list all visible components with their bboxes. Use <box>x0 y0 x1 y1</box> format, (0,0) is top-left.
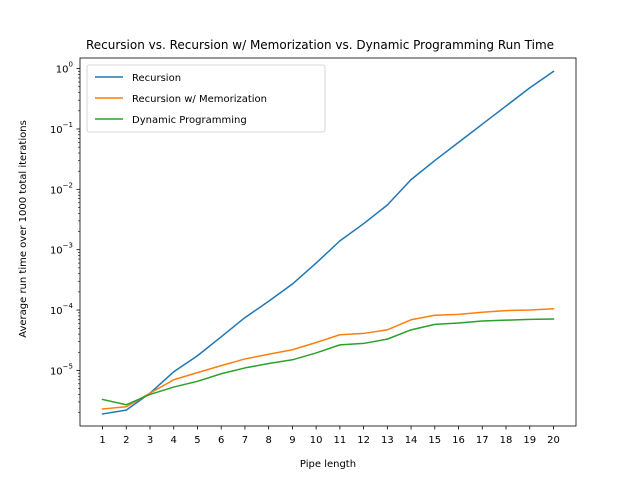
x-tick-label: 15 <box>428 435 441 446</box>
x-tick-label: 6 <box>218 435 224 446</box>
x-tick-label: 16 <box>452 435 465 446</box>
y-tick-label: 10−1 <box>50 121 73 136</box>
x-axis-title: Pipe length <box>300 459 356 470</box>
x-tick-label: 20 <box>547 435 560 446</box>
legend-label-3: Dynamic Programming <box>132 115 247 126</box>
x-tick-label: 7 <box>242 435 248 446</box>
x-tick-label: 5 <box>194 435 200 446</box>
x-tick-label: 2 <box>123 435 129 446</box>
y-tick-label: 100 <box>56 61 73 76</box>
x-tick-label: 1 <box>99 435 105 446</box>
x-tick-label: 18 <box>500 435 513 446</box>
x-tick-label: 11 <box>333 435 346 446</box>
x-tick-label: 19 <box>523 435 536 446</box>
x-tick-label: 10 <box>310 435 323 446</box>
legend-label-2: Recursion w/ Memorization <box>132 94 267 105</box>
x-tick-label: 17 <box>476 435 489 446</box>
y-tick-label: 10−2 <box>50 181 73 196</box>
legend: Recursion Recursion w/ Memorization Dynami… <box>87 65 325 132</box>
x-tick-label: 14 <box>405 435 418 446</box>
y-tick-label: 10−5 <box>50 362 73 377</box>
x-tick-label: 3 <box>147 435 153 446</box>
chart-title: Recursion vs. Recursion w/ Memorization … <box>86 38 554 52</box>
x-tick-label: 9 <box>289 435 295 446</box>
y-tick-label: 10−4 <box>50 302 74 317</box>
x-tick-label: 13 <box>381 435 394 446</box>
x-tick-label: 12 <box>357 435 370 446</box>
x-tick-label: 8 <box>265 435 271 446</box>
y-axis-title: Average run time over 1000 total iterati… <box>18 120 29 338</box>
legend-label-1: Recursion <box>132 73 181 84</box>
x-tick-label: 4 <box>171 435 177 446</box>
y-tick-label: 10−3 <box>50 242 73 257</box>
